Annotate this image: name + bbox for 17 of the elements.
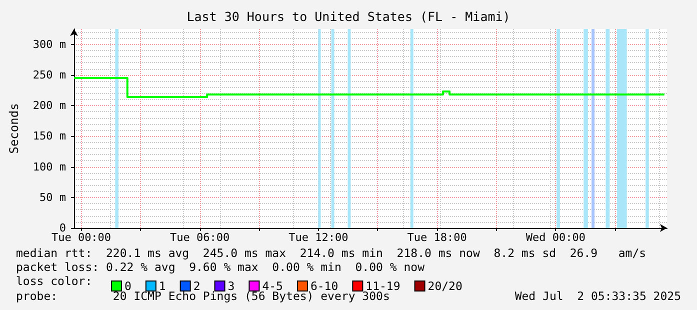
y-tick-label: 150 m bbox=[32, 130, 66, 143]
y-tick-label: 50 m bbox=[40, 190, 66, 204]
chart-title: Last 30 Hours to United States (FL - Miami) bbox=[186, 9, 510, 24]
text: median rtt: 220.1 ms avg 245.0 ms max 214.0 ms min 218.0 ms now 8.2 ms sd 26.9 am/s bbox=[16, 246, 646, 260]
x-tick-label: Tue 12:00 bbox=[288, 231, 348, 244]
y-tick-label: 300 m bbox=[32, 38, 66, 51]
text: Wed Jul 2 05:33:35 2025 bbox=[514, 289, 681, 303]
legend-title: loss color: bbox=[16, 274, 92, 288]
text: packet loss: 0.22 % avg 9.60 % max 0.00 % min 0.00 % now bbox=[16, 260, 424, 274]
x-tick-label: Tue 06:00 bbox=[170, 231, 230, 244]
y-axis-title: Seconds bbox=[7, 103, 21, 154]
legend-label: 20/20 bbox=[428, 279, 462, 293]
x-tick-label: Wed 00:00 bbox=[526, 231, 586, 244]
y-tick-label: 250 m bbox=[32, 68, 66, 82]
x-tick-label: Tue 18:00 bbox=[407, 231, 467, 244]
y-tick-label: 100 m bbox=[32, 160, 66, 174]
y-tick-label: 200 m bbox=[32, 99, 66, 112]
